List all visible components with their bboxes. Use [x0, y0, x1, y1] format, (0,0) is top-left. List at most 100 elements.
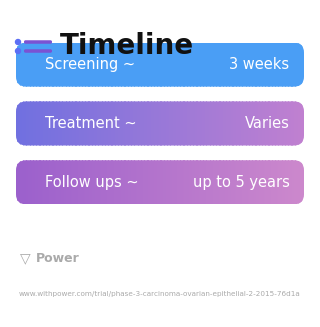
Bar: [84, 101, 86, 146]
Bar: [303, 43, 305, 87]
Bar: [244, 101, 245, 146]
Bar: [61, 101, 63, 146]
Bar: [278, 43, 280, 87]
Bar: [132, 43, 135, 87]
Bar: [62, 43, 64, 87]
Bar: [245, 101, 247, 146]
Circle shape: [15, 48, 20, 54]
Bar: [258, 160, 260, 204]
Bar: [219, 101, 221, 146]
Bar: [199, 101, 201, 146]
Bar: [18, 160, 20, 204]
Bar: [177, 43, 179, 87]
Bar: [169, 43, 171, 87]
Bar: [95, 160, 97, 204]
Bar: [274, 43, 276, 87]
Bar: [46, 43, 48, 87]
Bar: [291, 43, 293, 87]
Bar: [252, 101, 254, 146]
Bar: [22, 160, 24, 204]
Bar: [252, 43, 254, 87]
Bar: [108, 43, 110, 87]
Bar: [192, 43, 194, 87]
Bar: [229, 43, 231, 87]
Bar: [212, 101, 214, 146]
Bar: [143, 43, 145, 87]
Bar: [32, 101, 34, 146]
Bar: [166, 101, 168, 146]
Bar: [236, 43, 238, 87]
Bar: [141, 101, 143, 146]
Bar: [216, 101, 218, 146]
Bar: [90, 101, 92, 146]
Bar: [258, 43, 260, 87]
Bar: [90, 160, 92, 204]
Bar: [148, 43, 150, 87]
Bar: [120, 43, 122, 87]
Bar: [59, 101, 61, 146]
Bar: [147, 43, 149, 87]
Bar: [94, 43, 96, 87]
Bar: [203, 101, 205, 146]
Bar: [98, 101, 100, 146]
Bar: [148, 101, 150, 146]
Bar: [68, 101, 70, 146]
Bar: [188, 160, 189, 204]
Bar: [251, 43, 253, 87]
Bar: [16, 101, 18, 146]
Bar: [253, 101, 256, 146]
FancyBboxPatch shape: [24, 49, 52, 53]
Bar: [196, 101, 198, 146]
Bar: [260, 43, 261, 87]
Bar: [123, 43, 124, 87]
Bar: [167, 101, 169, 146]
Bar: [86, 101, 89, 146]
Bar: [140, 160, 142, 204]
Bar: [144, 43, 146, 87]
Bar: [23, 160, 25, 204]
Bar: [97, 101, 99, 146]
Bar: [56, 101, 58, 146]
Bar: [166, 160, 168, 204]
Bar: [167, 160, 169, 204]
Bar: [81, 43, 83, 87]
Bar: [257, 101, 259, 146]
Bar: [215, 43, 217, 87]
Bar: [213, 160, 215, 204]
Bar: [207, 160, 210, 204]
Bar: [261, 101, 263, 146]
Bar: [88, 101, 90, 146]
Bar: [20, 160, 22, 204]
Bar: [284, 160, 286, 204]
Bar: [127, 101, 129, 146]
Text: up to 5 years: up to 5 years: [193, 175, 290, 190]
Bar: [109, 160, 112, 204]
Bar: [116, 43, 117, 87]
Bar: [281, 101, 283, 146]
Bar: [285, 160, 287, 204]
Bar: [197, 43, 199, 87]
Bar: [71, 160, 73, 204]
Bar: [162, 101, 164, 146]
Bar: [69, 160, 71, 204]
Bar: [225, 101, 227, 146]
Bar: [28, 101, 29, 146]
Bar: [164, 160, 166, 204]
Bar: [249, 160, 251, 204]
Bar: [109, 101, 112, 146]
Bar: [56, 160, 58, 204]
Bar: [257, 43, 259, 87]
Bar: [216, 43, 218, 87]
Bar: [108, 101, 110, 146]
Bar: [295, 160, 297, 204]
Bar: [156, 160, 158, 204]
Bar: [225, 160, 227, 204]
Bar: [200, 101, 202, 146]
Bar: [230, 160, 233, 204]
Bar: [153, 43, 155, 87]
Bar: [188, 101, 189, 146]
Bar: [51, 43, 52, 87]
Bar: [167, 43, 169, 87]
Bar: [300, 160, 302, 204]
Bar: [218, 101, 220, 146]
